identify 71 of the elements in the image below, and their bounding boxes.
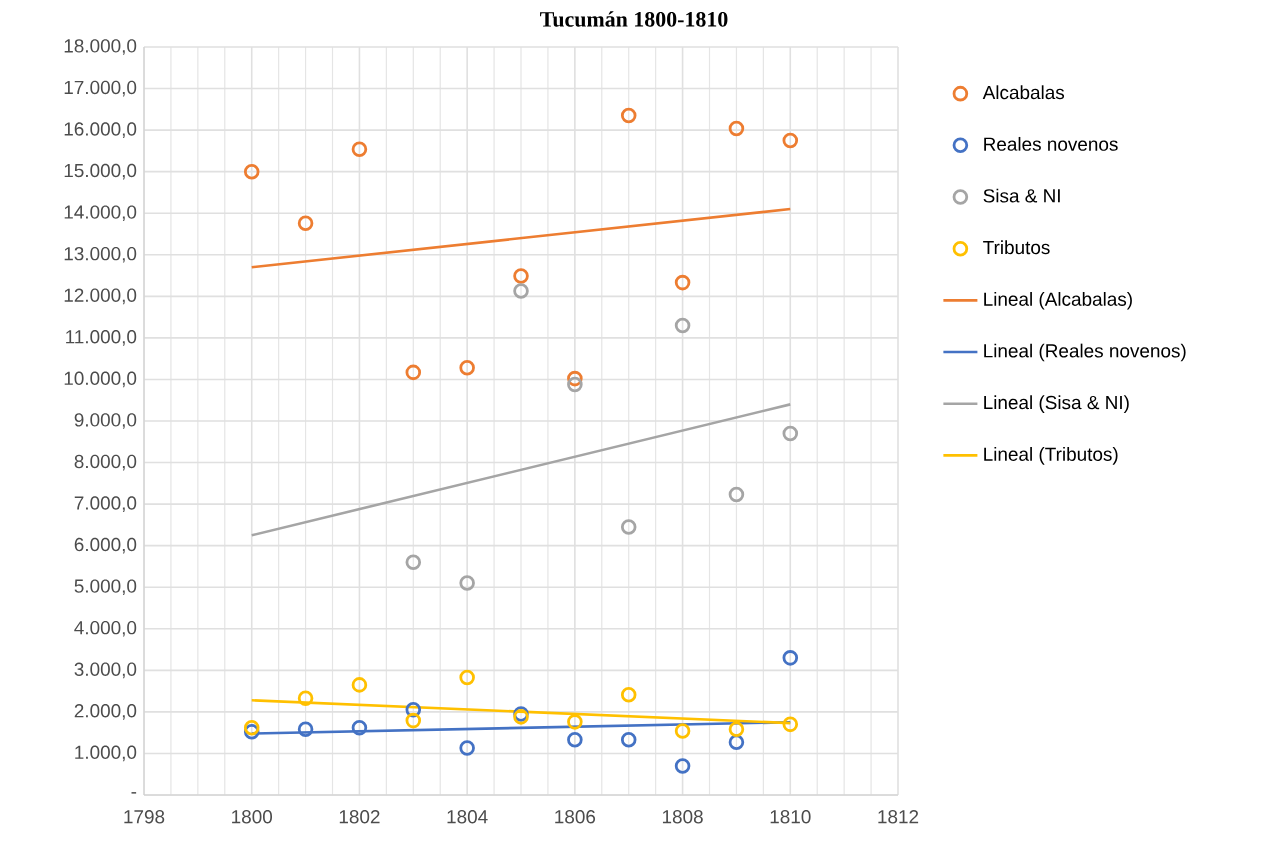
y-tick-label: 3.000,0 <box>74 662 137 679</box>
point <box>459 575 475 591</box>
x-tick-label: 1804 <box>447 810 488 824</box>
y-tick-label: 10.000,0 <box>64 371 137 388</box>
point <box>243 163 260 180</box>
y-tick-label: 4.000,0 <box>74 620 137 637</box>
point <box>459 669 475 686</box>
y-tick-label: 7.000,0 <box>74 496 137 512</box>
y-tick-label: 17.000,0 <box>64 80 137 97</box>
x-tick-label: 1810 <box>770 810 811 824</box>
point <box>351 141 368 157</box>
point <box>620 519 637 535</box>
point <box>243 719 260 736</box>
y-tick-label: 15.000,0 <box>64 163 137 180</box>
point <box>782 425 799 442</box>
legend-label: Lineal (Reales novenos) <box>984 343 1186 362</box>
x-tick-label: 1798 <box>124 810 165 824</box>
y-tick-label: 11.000,0 <box>66 330 137 346</box>
y-tick-label: 12.000,0 <box>64 288 137 305</box>
point <box>674 317 691 334</box>
point <box>297 690 314 706</box>
point <box>674 723 691 739</box>
point <box>620 687 637 703</box>
chart-title: Tucumán 1800-1810 <box>540 11 728 27</box>
y-tick-label: - <box>131 792 137 794</box>
point <box>620 107 637 124</box>
y-tick-label: 6.000,0 <box>74 537 137 554</box>
x-tick-label: 1808 <box>662 810 703 824</box>
legend-label: Reales novenos <box>984 136 1118 151</box>
point <box>405 554 422 571</box>
point <box>405 364 422 381</box>
point <box>567 376 583 393</box>
point <box>782 716 799 733</box>
point <box>782 132 799 149</box>
y-tick-label: 18.000,0 <box>64 39 137 55</box>
legend-label: Alcabalas <box>982 85 1065 100</box>
x-tick-label: 1806 <box>555 810 596 824</box>
legend-label: Lineal (Alcabalas) <box>984 291 1132 310</box>
point <box>351 719 368 736</box>
legend-label: Sisa & NI <box>983 188 1060 203</box>
point <box>728 120 745 137</box>
y-tick-label: 14.000,0 <box>64 205 137 222</box>
point <box>728 721 745 738</box>
legend-label: Tributos <box>983 240 1050 255</box>
y-tick-label: 1.000,0 <box>75 745 137 762</box>
point <box>459 740 475 756</box>
point <box>567 714 583 730</box>
y-tick-label: 13.000,0 <box>64 246 137 263</box>
x-tick-label: 1812 <box>878 810 919 824</box>
point <box>351 677 368 693</box>
x-tick-label: 1802 <box>339 810 380 824</box>
y-tick-label: 2.000,0 <box>74 704 137 720</box>
legend-label: Lineal (Sisa & NI) <box>984 395 1129 413</box>
point <box>297 721 314 738</box>
y-tick-label: 5.000,0 <box>74 579 137 596</box>
point <box>459 360 475 376</box>
point <box>567 731 583 748</box>
point <box>513 268 529 284</box>
point <box>405 712 422 729</box>
y-tick-label: 16.000,0 <box>64 122 137 138</box>
legend-label: Lineal (Tributos) <box>984 447 1118 465</box>
point <box>297 215 314 231</box>
point <box>620 731 637 748</box>
point <box>674 758 691 774</box>
x-tick-label: 1800 <box>232 810 273 824</box>
point <box>728 486 745 503</box>
y-tick-label: 8.000,0 <box>74 454 137 471</box>
point <box>513 283 529 299</box>
point <box>674 274 691 291</box>
y-tick-label: 9.000,0 <box>74 413 137 429</box>
point <box>782 650 799 666</box>
